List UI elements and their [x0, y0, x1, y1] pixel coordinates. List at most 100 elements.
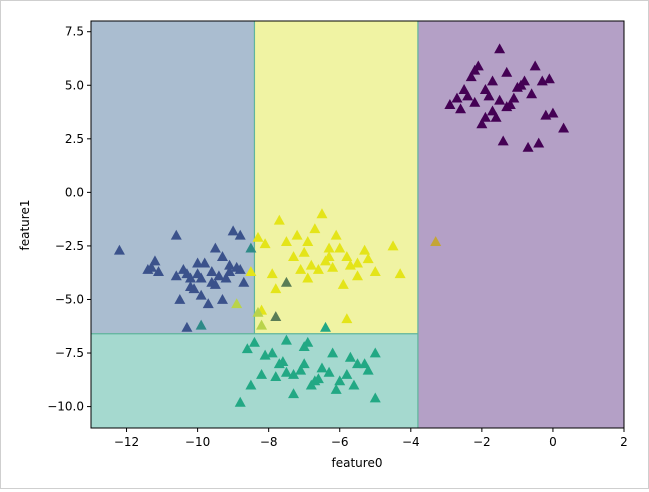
x-axis-ticks: −12 −10 −8 −6 −4 −2 0 2 — [114, 428, 628, 449]
data-point-series3-28 — [362, 364, 374, 375]
data-point-series3-1 — [241, 343, 253, 354]
data-point-series3-31 — [280, 334, 292, 345]
data-point-series2-3 — [266, 268, 278, 279]
data-point-series2-4 — [273, 214, 285, 225]
data-point-series4-16 — [469, 96, 481, 107]
data-point-series3-33 — [256, 368, 268, 379]
decision-region-1 — [91, 21, 255, 334]
data-point-series3-26 — [348, 379, 360, 390]
data-point-series3-4 — [266, 347, 278, 358]
data-point-series2-6 — [291, 229, 303, 240]
data-point-series3-20 — [245, 379, 257, 390]
data-point-series2-35 — [341, 251, 353, 262]
data-point-series2-8 — [302, 236, 314, 247]
data-point-series2-21 — [288, 251, 300, 262]
data-point-series3-27 — [323, 366, 335, 377]
data-point-series1-22 — [202, 298, 214, 309]
decision-boundaries — [91, 21, 419, 428]
data-point-series4-19 — [504, 99, 516, 109]
data-point-series1-27 — [170, 270, 182, 281]
plot-area-border — [90, 20, 625, 429]
data-point-series4-9 — [508, 92, 520, 103]
data-point-series1-31 — [192, 268, 204, 279]
data-point-series2-18 — [387, 240, 399, 251]
data-point-series1-33 — [234, 263, 246, 274]
data-point-series2-23 — [320, 255, 332, 266]
data-point-series2-22 — [312, 263, 324, 274]
data-point-series1-20 — [238, 276, 250, 287]
data-point-series1-25 — [184, 281, 196, 292]
data-point-series1-13 — [199, 257, 211, 268]
data-point-series8-1 — [245, 242, 257, 253]
data-point-series2-10 — [316, 208, 328, 219]
data-point-series7-3 — [231, 298, 243, 309]
data-point-series3-35 — [298, 358, 310, 369]
x-tick-label: 2 — [620, 435, 628, 449]
data-point-series2-25 — [344, 259, 356, 270]
data-point-series6-1 — [280, 276, 292, 287]
y-tick-label: 2.5 — [65, 132, 84, 146]
decision-region-2 — [254, 21, 418, 334]
x-tick-label: −10 — [185, 435, 210, 449]
data-point-series3-7 — [288, 368, 300, 379]
data-point-series3-6 — [280, 366, 292, 377]
data-point-series7-2 — [256, 319, 268, 330]
data-point-series3-22 — [302, 336, 314, 347]
y-tick-label: 0.0 — [65, 185, 84, 199]
data-point-series3-16 — [359, 358, 371, 369]
data-point-series2-16 — [359, 244, 371, 255]
data-point-series2-26 — [362, 253, 374, 264]
data-point-series4-34 — [494, 43, 506, 54]
data-point-series4-25 — [462, 90, 474, 101]
data-point-series5-1 — [430, 236, 442, 247]
data-point-series1-18 — [234, 229, 246, 240]
data-point-series4-5 — [479, 84, 491, 94]
data-points — [113, 43, 570, 407]
data-point-series2-33 — [295, 263, 307, 274]
data-point-series3-2 — [248, 336, 260, 347]
data-point-series3-21 — [288, 388, 300, 399]
data-point-series2-1 — [252, 231, 264, 242]
data-point-series3-17 — [369, 347, 381, 358]
x-tick-label: −4 — [402, 435, 420, 449]
data-point-series7-1 — [252, 306, 264, 317]
data-point-series2-31 — [352, 270, 363, 281]
data-point-series3-32 — [344, 351, 356, 362]
data-point-series3-29 — [295, 364, 307, 375]
data-point-series2-32 — [302, 272, 314, 283]
data-point-series3-15 — [352, 358, 363, 369]
data-point-series4-32 — [487, 75, 499, 86]
decision-region-3 — [91, 333, 418, 428]
data-point-series1-9 — [181, 321, 193, 332]
data-point-series2-5 — [280, 236, 292, 247]
data-point-series2-17 — [369, 266, 381, 277]
data-point-series4-21 — [526, 88, 538, 99]
data-point-series2-19 — [394, 268, 406, 279]
data-point-series2-7 — [298, 246, 310, 257]
data-point-series1-12 — [195, 289, 207, 300]
data-point-series6-2 — [270, 311, 282, 322]
data-point-series2-13 — [337, 278, 349, 289]
data-point-series2-14 — [341, 313, 353, 324]
data-point-series2-12 — [330, 229, 342, 240]
data-point-series1-3 — [149, 255, 161, 266]
data-point-series3-19 — [234, 396, 246, 407]
data-point-series3-14 — [341, 368, 353, 379]
data-point-series1-34 — [181, 268, 193, 279]
data-point-series4-15 — [455, 103, 467, 114]
x-tick-label: −8 — [260, 435, 278, 449]
data-point-series2-34 — [323, 242, 335, 253]
y-tick-label: 5.0 — [65, 78, 84, 92]
data-point-series4-6 — [487, 105, 499, 116]
data-point-series3-23 — [316, 362, 328, 373]
data-point-series1-19 — [224, 266, 236, 277]
data-point-series1-23 — [213, 270, 225, 281]
data-point-series4-17 — [483, 90, 495, 101]
x-tick-label: −2 — [473, 435, 491, 449]
data-point-series2-29 — [305, 259, 317, 270]
data-point-series4-3 — [465, 71, 477, 82]
data-point-series8-2 — [195, 319, 207, 330]
data-point-series1-11 — [192, 257, 204, 268]
